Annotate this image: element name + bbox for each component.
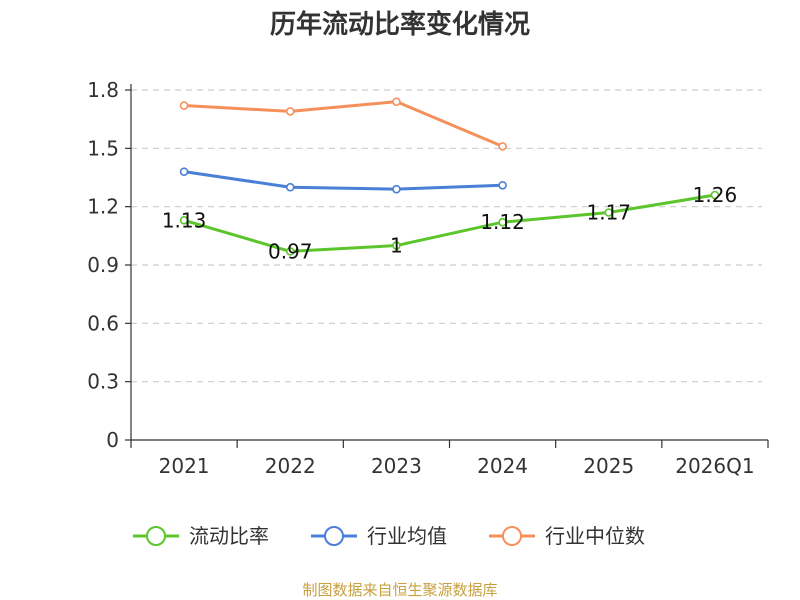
data-point [285,107,295,116]
series-lines [179,97,720,256]
data-labels: 1.13 0.97 1 1.12 1.17 1.26 [162,183,737,263]
data-point [604,208,614,217]
x-tick-label: 2022 [265,454,316,478]
x-tick-label: 2025 [583,454,634,478]
legend-marker [502,526,522,546]
data-point [498,217,507,227]
x-tick-label: 2024 [477,454,528,478]
y-tick-label: 0.3 [87,370,119,394]
series-line [183,193,716,253]
data-point [498,180,507,190]
data-label: 1 [390,234,403,258]
x-tick-label: 2023 [371,454,422,478]
data-point [179,167,189,176]
chart-title: 历年流动比率变化情况 [269,10,530,40]
y-tick-label: 0 [106,428,119,452]
data-label: 0.97 [268,239,313,263]
data-point [392,241,401,250]
legend: 流动比率 行业均值 行业中位数 [133,524,645,548]
data-point [392,97,401,106]
y-tick-label: 0.9 [87,253,119,277]
y-tick-label: 1.8 [87,78,119,102]
x-tick-label: 2021 [159,454,210,478]
series-line [183,170,503,191]
legend-marker [324,526,344,546]
data-point [392,184,401,194]
data-label: 1.17 [586,201,631,225]
legend-label: 流动比率 [189,524,269,548]
y-tick-label: 1.2 [87,195,119,219]
data-label: 1.12 [480,210,525,234]
legend-marker [146,526,166,546]
data-point [710,190,720,200]
data-label: 1.26 [693,183,738,207]
axes: 0 0.3 0.6 0.9 1.2 1.5 1.8 2021 2022 2023 2024 2025 2… [87,78,769,478]
y-tick-label: 0.6 [87,311,119,335]
legend-label: 行业中位数 [545,524,645,548]
y-tick-label: 1.5 [87,136,119,160]
data-point [285,247,295,256]
data-point [285,182,295,192]
series-line [184,100,504,148]
data-label: 1.13 [162,208,207,232]
source-note: 制图数据来自恒生聚源数据库 [302,581,498,599]
data-point [179,101,189,110]
data-point [179,215,189,225]
data-point [498,142,507,151]
x-tick-label: 2026Q1 [675,454,754,478]
legend-label: 行业均值 [367,524,447,548]
